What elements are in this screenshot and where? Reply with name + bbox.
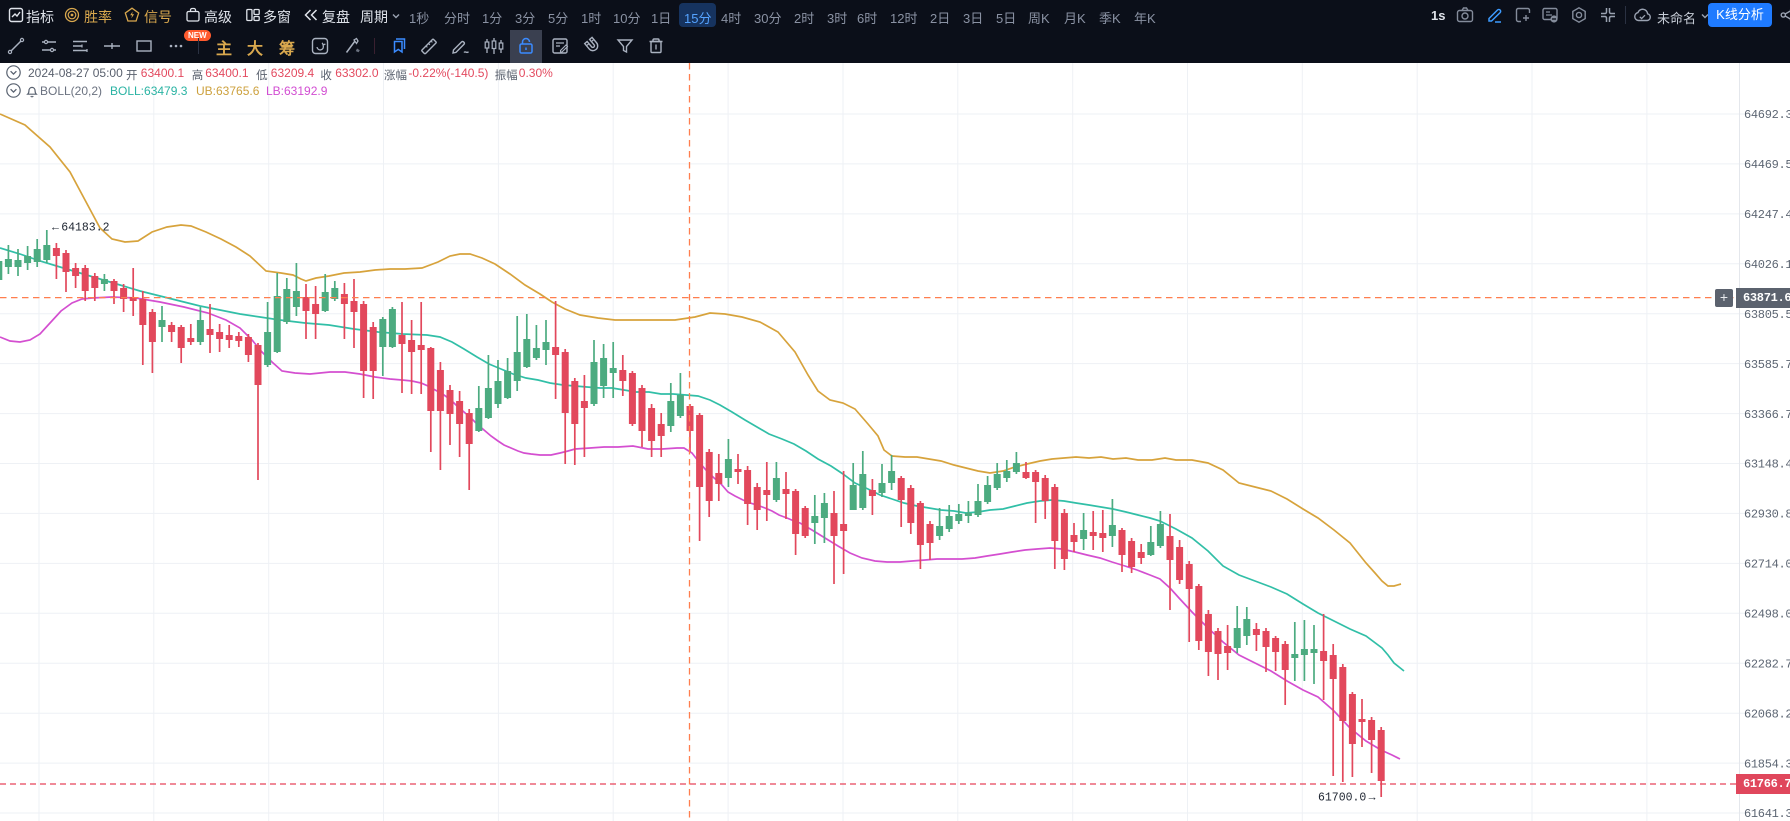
svg-text:63366.7: 63366.7 [1744, 408, 1790, 422]
svg-text:64026.1: 64026.1 [1744, 258, 1790, 272]
svg-text:64469.5: 64469.5 [1744, 158, 1790, 172]
svg-text:63805.5: 63805.5 [1744, 308, 1790, 322]
svg-text:← 64183.2: ← 64183.2 [52, 222, 110, 235]
svg-text:61700.0 →: 61700.0 → [1318, 792, 1376, 805]
svg-text:63148.4: 63148.4 [1744, 458, 1790, 472]
svg-text:64692.3: 64692.3 [1744, 108, 1790, 122]
svg-text:62068.2: 62068.2 [1744, 707, 1790, 721]
svg-text:62282.7: 62282.7 [1744, 657, 1790, 671]
svg-text:61854.3: 61854.3 [1744, 757, 1790, 771]
svg-text:64247.4: 64247.4 [1744, 208, 1790, 222]
svg-text:61641.3: 61641.3 [1744, 807, 1790, 821]
svg-text:62498.0: 62498.0 [1744, 608, 1790, 622]
svg-text:62930.8: 62930.8 [1744, 508, 1790, 522]
svg-text:62714.0: 62714.0 [1744, 558, 1790, 572]
svg-text:63585.7: 63585.7 [1744, 358, 1790, 372]
